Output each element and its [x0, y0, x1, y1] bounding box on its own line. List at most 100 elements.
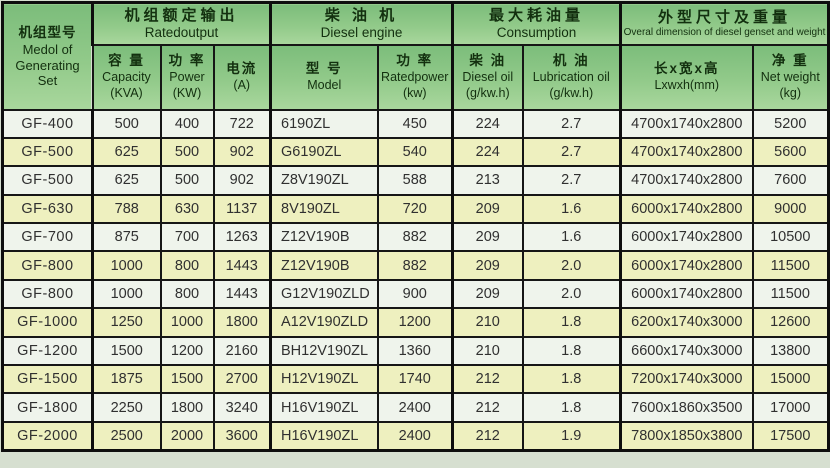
- table-cell: 1800: [212, 307, 272, 338]
- table-cell: GF-1000: [1, 307, 94, 338]
- table-row: GF-1200 1500 1200 2160 BH12V190ZL 1360 210 1.8 6…: [1, 335, 830, 367]
- table-cell: GF-800: [1, 250, 94, 281]
- column-header-6: 功 率 Ratedpower (kw): [376, 43, 454, 111]
- column-header-line: 柴 油: [469, 53, 507, 69]
- table-cell: 5600: [751, 136, 830, 168]
- table-cell: 1263: [212, 222, 272, 253]
- table-cell: 3240: [212, 392, 272, 423]
- table-cell: 212: [451, 364, 524, 395]
- table-cell: 12600: [751, 307, 830, 338]
- table-cell: 1000: [159, 307, 215, 338]
- table-cell: 722: [212, 108, 272, 139]
- table-cell: 1137: [212, 193, 272, 225]
- table-cell: 2400: [376, 392, 454, 423]
- table-cell: 2.7: [521, 108, 622, 139]
- table-cell: 17500: [751, 420, 830, 452]
- table-cell: 875: [91, 222, 162, 253]
- column-header-line: 功 率: [396, 53, 434, 69]
- table-cell: 450: [376, 108, 454, 139]
- table-cell: 209: [451, 193, 524, 225]
- table-cell: 6190ZL: [269, 108, 379, 139]
- table-cell: 2400: [376, 420, 454, 452]
- table-cell: 2.0: [521, 250, 622, 281]
- table-cell: 17000: [751, 392, 830, 423]
- column-header-8: 机 油 Lubrication oil (g/kw.h): [521, 43, 622, 111]
- table-cell: GF-500: [1, 165, 94, 196]
- column-header-line: 电流: [226, 61, 258, 77]
- table-cell: 6000x1740x2800: [619, 250, 754, 281]
- table-header: 机组型号 Medol of Generating Set 机组额定输出 Rate…: [1, 1, 830, 111]
- table-cell: 4700x1740x2800: [619, 136, 754, 168]
- column-header-line: (g/kw.h): [549, 86, 594, 101]
- table-cell: 788: [91, 193, 162, 225]
- diesel-engine-label-zh: 柴 油 机: [324, 6, 399, 24]
- table-cell: 800: [159, 278, 215, 310]
- genset-model-label-en3: Set: [37, 73, 58, 89]
- table-body: GF-400 500 400 722 6190ZL 450 224 2.7 4700x1740x…: [1, 108, 830, 452]
- table-cell: 5200: [751, 108, 830, 139]
- column-header-line: Capacity: [102, 70, 151, 85]
- table-row: GF-1500 1875 1500 2700 H12V190ZL 1740 212 1.8 72…: [1, 364, 830, 395]
- generator-spec-table: 机组型号 Medol of Generating Set 机组额定输出 Rate…: [1, 1, 830, 452]
- table-cell: 213: [451, 165, 524, 196]
- table-cell: 7600x1860x3500: [619, 392, 754, 423]
- dimension-weight-label-en: Overal dimension of diesel genset and we…: [623, 27, 826, 39]
- table-cell: 625: [91, 136, 162, 168]
- column-header-line: Model: [307, 78, 342, 93]
- group-header-consumption: 最大耗油量 Consumption: [450, 1, 622, 46]
- table-cell: 1.8: [521, 335, 622, 367]
- table-cell: 588: [376, 165, 454, 196]
- table-cell: 500: [159, 165, 215, 196]
- table-cell: 500: [91, 108, 162, 139]
- table-cell: 7800x1850x3800: [619, 420, 754, 452]
- column-header-genset-model: 机组型号 Medol of Generating Set: [1, 1, 94, 111]
- table-cell: GF-1800: [1, 392, 94, 423]
- subheader-row: 容 量 Capacity (KVA) 功 率 Power (KW) 电流 (A) 型 号 Mode…: [3, 43, 830, 111]
- table-cell: 800: [159, 250, 215, 281]
- column-header-line: 容 量: [108, 53, 145, 69]
- table-cell: 2160: [212, 335, 272, 367]
- table-cell: 1875: [91, 364, 162, 395]
- table-cell: 720: [376, 193, 454, 225]
- table-cell: 1250: [91, 307, 162, 338]
- table-cell: GF-800: [1, 278, 94, 310]
- table-cell: 540: [376, 136, 454, 168]
- table-cell: 1360: [376, 335, 454, 367]
- column-header-line: Diesel oil: [462, 70, 514, 85]
- table-cell: 9000: [751, 193, 830, 225]
- column-header-line: (kw): [402, 86, 427, 101]
- table-cell: GF-400: [1, 108, 94, 139]
- consumption-label-zh: 最大耗油量: [489, 6, 585, 24]
- table-cell: 6000x1740x2800: [619, 193, 754, 225]
- table-cell: 13800: [751, 335, 830, 367]
- table-cell: A12V190ZLD: [269, 307, 379, 338]
- table-cell: 15000: [751, 364, 830, 395]
- table-cell: 11500: [751, 278, 830, 310]
- table-cell: GF-630: [1, 193, 94, 225]
- table-row: GF-500 625 500 902 G6190ZL 540 224 2.7 4700x1740…: [1, 136, 830, 168]
- table-cell: H16V190ZL: [269, 392, 379, 423]
- column-header-line: (A): [233, 78, 251, 93]
- table-cell: 4700x1740x2800: [619, 108, 754, 139]
- table-row: GF-800 1000 800 1443 Z12V190B 882 209 2.0 6000x1…: [1, 250, 830, 281]
- table-cell: 1.6: [521, 193, 622, 225]
- table-cell: 6000x1740x2800: [619, 222, 754, 253]
- table-cell: GF-1200: [1, 335, 94, 367]
- table-cell: 2500: [91, 420, 162, 452]
- dimension-weight-label-zh: 外型尺寸及重量: [658, 8, 792, 26]
- table-cell: H16V190ZL: [269, 420, 379, 452]
- column-header-9: 长x宽x高 Lxwxh(mm): [619, 43, 754, 111]
- table-cell: 700: [159, 222, 215, 253]
- table-cell: 224: [451, 108, 524, 139]
- table-cell: 900: [376, 278, 454, 310]
- column-header-line: Lubrication oil: [532, 70, 610, 85]
- rated-output-label-en: Ratedoutput: [144, 25, 219, 41]
- table-cell: 6000x1740x2800: [619, 278, 754, 310]
- table-cell: 625: [91, 165, 162, 196]
- column-header-line: 功 率: [168, 53, 206, 69]
- table-cell: 1740: [376, 364, 454, 395]
- table-cell: 1.8: [521, 392, 622, 423]
- table-cell: GF-500: [1, 136, 94, 168]
- table-cell: 2250: [91, 392, 162, 423]
- table-cell: 7600: [751, 165, 830, 196]
